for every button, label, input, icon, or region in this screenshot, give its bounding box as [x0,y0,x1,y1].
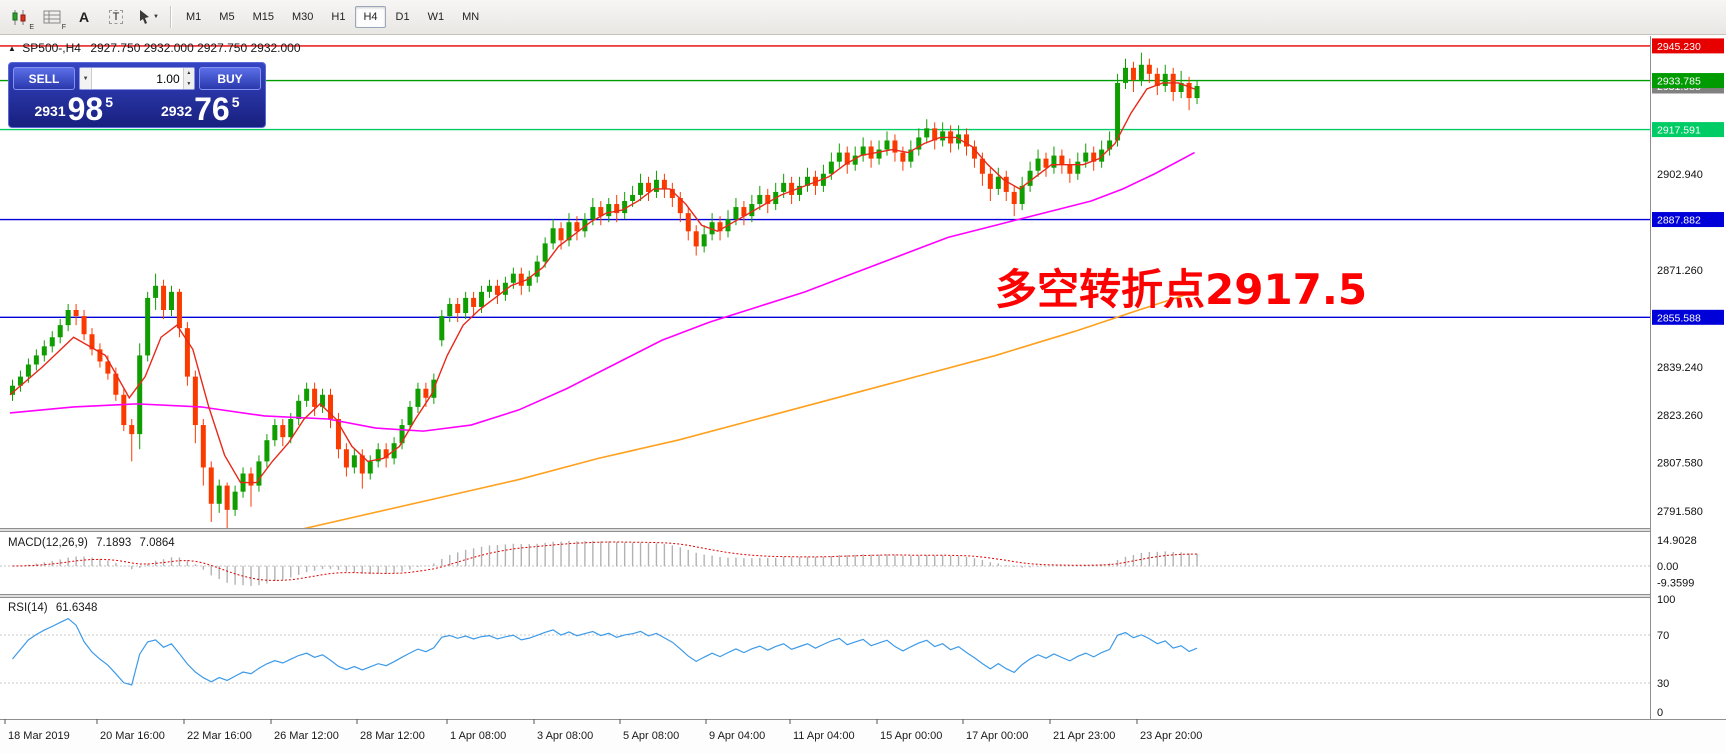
svg-text:2871.260: 2871.260 [1657,265,1703,277]
svg-text:2945.230: 2945.230 [1657,41,1701,53]
svg-text:2807.580: 2807.580 [1657,458,1703,470]
bid-price: 2931 98 5 [13,90,135,127]
svg-text:28 Mar 12:00: 28 Mar 12:00 [360,730,425,742]
timeframe-button-W1[interactable]: W1 [427,11,445,23]
svg-text:70: 70 [1657,630,1669,642]
volume-stepper: ▲ ▼ [182,68,194,89]
timeframe-button-H4[interactable]: H4 [355,6,386,28]
svg-text:15 Apr 00:00: 15 Apr 00:00 [880,730,942,742]
annotation-text: 多空转折点2917.5 [995,265,1368,314]
ask-big-digits: 76 [194,90,230,127]
toolbar: E F A T ▼ M1 M5 M15 M30 H1 H4 D1 W1 MN [0,0,1726,35]
symbol-timeframe-label: SP500-,H4 [22,41,81,55]
macd-main-value: 7.1893 [96,537,132,549]
ask-superscript: 5 [231,94,240,110]
panel-separator[interactable] [0,594,1726,598]
chart-header: ▲ SP500-,H4 2927.750 2932.000 2927.750 2… [8,41,301,55]
toolbar-icon-group: E F A T ▼ [4,3,164,31]
macd-panel [0,540,1650,586]
timeframe-button-MN[interactable]: MN [462,11,480,23]
svg-text:2917.591: 2917.591 [1657,125,1701,137]
indicator-grid-icon[interactable]: F [36,3,68,31]
rsi-value: 61.6348 [55,602,98,614]
sell-button[interactable]: SELL [13,67,75,90]
main-chart-layer [0,45,1650,528]
svg-text:2887.882: 2887.882 [1657,215,1701,227]
volume-control: ▼ ▲ ▼ [79,67,195,90]
macd-label: MACD(12,26,9) 7.1893 7.0864 [8,537,180,549]
price-axis[interactable]: 2931.9852945.2302933.7852917.5912887.882… [1650,36,1726,719]
macd-name: MACD(12,26,9) [8,537,88,549]
volume-dropdown-icon[interactable]: ▼ [80,68,93,89]
text-annotation-icon[interactable]: A [78,9,90,25]
ask-prefix: 2932 [160,103,193,119]
svg-text:14.9028: 14.9028 [1657,535,1697,547]
svg-text:2791.580: 2791.580 [1657,506,1703,518]
ohlc-values: 2927.750 2932.000 2927.750 2932.000 [90,41,301,55]
svg-text:22 Mar 16:00: 22 Mar 16:00 [187,730,252,742]
timeframe-button-M1[interactable]: M1 [186,11,202,23]
svg-text:-9.3599: -9.3599 [1657,577,1694,589]
svg-text:2839.240: 2839.240 [1657,362,1703,374]
timeframe-button-M30[interactable]: M30 [291,11,314,23]
rsi-name: RSI(14) [8,602,48,614]
buy-button[interactable]: BUY [199,67,261,90]
rsi-label: RSI(14) 61.6348 [8,602,102,614]
bid-big-digits: 98 [67,90,104,127]
panel-separator[interactable] [0,528,1726,532]
svg-text:26 Mar 12:00: 26 Mar 12:00 [274,730,339,742]
svg-text:11 Apr 04:00: 11 Apr 04:00 [793,730,855,742]
svg-text:3 Apr 08:00: 3 Apr 08:00 [537,730,593,742]
svg-text:5 Apr 08:00: 5 Apr 08:00 [623,730,679,742]
svg-text:2823.260: 2823.260 [1657,410,1703,422]
svg-text:21 Apr 23:00: 21 Apr 23:00 [1053,730,1115,742]
timeframe-button-M15[interactable]: M15 [252,11,274,23]
volume-up-icon[interactable]: ▲ [183,68,194,79]
svg-text:100: 100 [1657,594,1675,606]
one-click-trading-panel: SELL ▼ ▲ ▼ BUY 2931 98 5 2932 76 5 [8,62,266,128]
candlestick-chart-icon[interactable]: E [4,3,36,31]
ask-price: 2932 76 5 [140,90,262,127]
text-box-icon[interactable]: T [100,3,132,31]
svg-text:20 Mar 16:00: 20 Mar 16:00 [100,730,165,742]
svg-text:0.00: 0.00 [1657,561,1678,573]
svg-text:17 Apr 00:00: 17 Apr 00:00 [966,730,1028,742]
timeframe-group: M1 M5 M15 M30 H1 H4 D1 W1 MN [177,6,488,28]
volume-down-icon[interactable]: ▼ [183,78,194,89]
svg-text:2902.940: 2902.940 [1657,169,1703,181]
svg-text:1 Apr 08:00: 1 Apr 08:00 [450,730,506,742]
macd-signal-value: 7.0864 [139,537,175,549]
time-axis[interactable]: 18 Mar 2019 20 Mar 16:00 22 Mar 16:00 26 Ma… [0,719,1726,753]
timeframe-button-M5[interactable]: M5 [219,11,235,23]
volume-input[interactable] [92,68,183,89]
svg-text:18 Mar 2019: 18 Mar 2019 [8,730,70,742]
symbol-marker-icon: ▲ [8,44,16,53]
timeframe-button-H1[interactable]: H1 [331,11,346,23]
svg-text:30: 30 [1657,678,1669,690]
bid-prefix: 2931 [34,103,66,119]
toolbar-separator [170,6,171,28]
bid-superscript: 5 [105,94,114,110]
svg-text:9 Apr 04:00: 9 Apr 04:00 [709,730,765,742]
timeframe-button-D1[interactable]: D1 [395,11,410,23]
svg-text:2855.588: 2855.588 [1657,312,1701,324]
svg-text:2933.785: 2933.785 [1657,76,1701,88]
svg-text:23 Apr 20:00: 23 Apr 20:00 [1140,730,1202,742]
rsi-panel [0,617,1650,686]
svg-text:0: 0 [1657,707,1663,719]
draw-tools-icon[interactable]: ▼ [132,3,164,31]
